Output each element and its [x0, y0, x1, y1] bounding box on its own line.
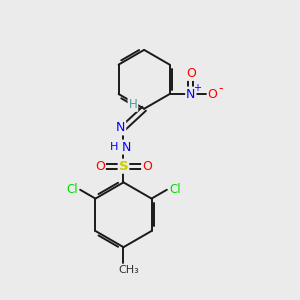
- Text: O: O: [95, 160, 105, 173]
- Text: N: N: [186, 88, 196, 100]
- Text: S: S: [119, 160, 128, 173]
- Text: CH₃: CH₃: [118, 265, 139, 275]
- Text: H: H: [128, 98, 137, 111]
- Text: N: N: [122, 141, 131, 154]
- Text: -: -: [218, 82, 223, 95]
- Text: Cl: Cl: [66, 183, 78, 196]
- Text: O: O: [142, 160, 152, 173]
- Text: O: O: [208, 88, 218, 100]
- Text: N: N: [116, 122, 125, 134]
- Text: H: H: [110, 142, 118, 152]
- Text: O: O: [186, 67, 196, 80]
- Text: +: +: [193, 82, 201, 93]
- Text: Cl: Cl: [169, 183, 181, 196]
